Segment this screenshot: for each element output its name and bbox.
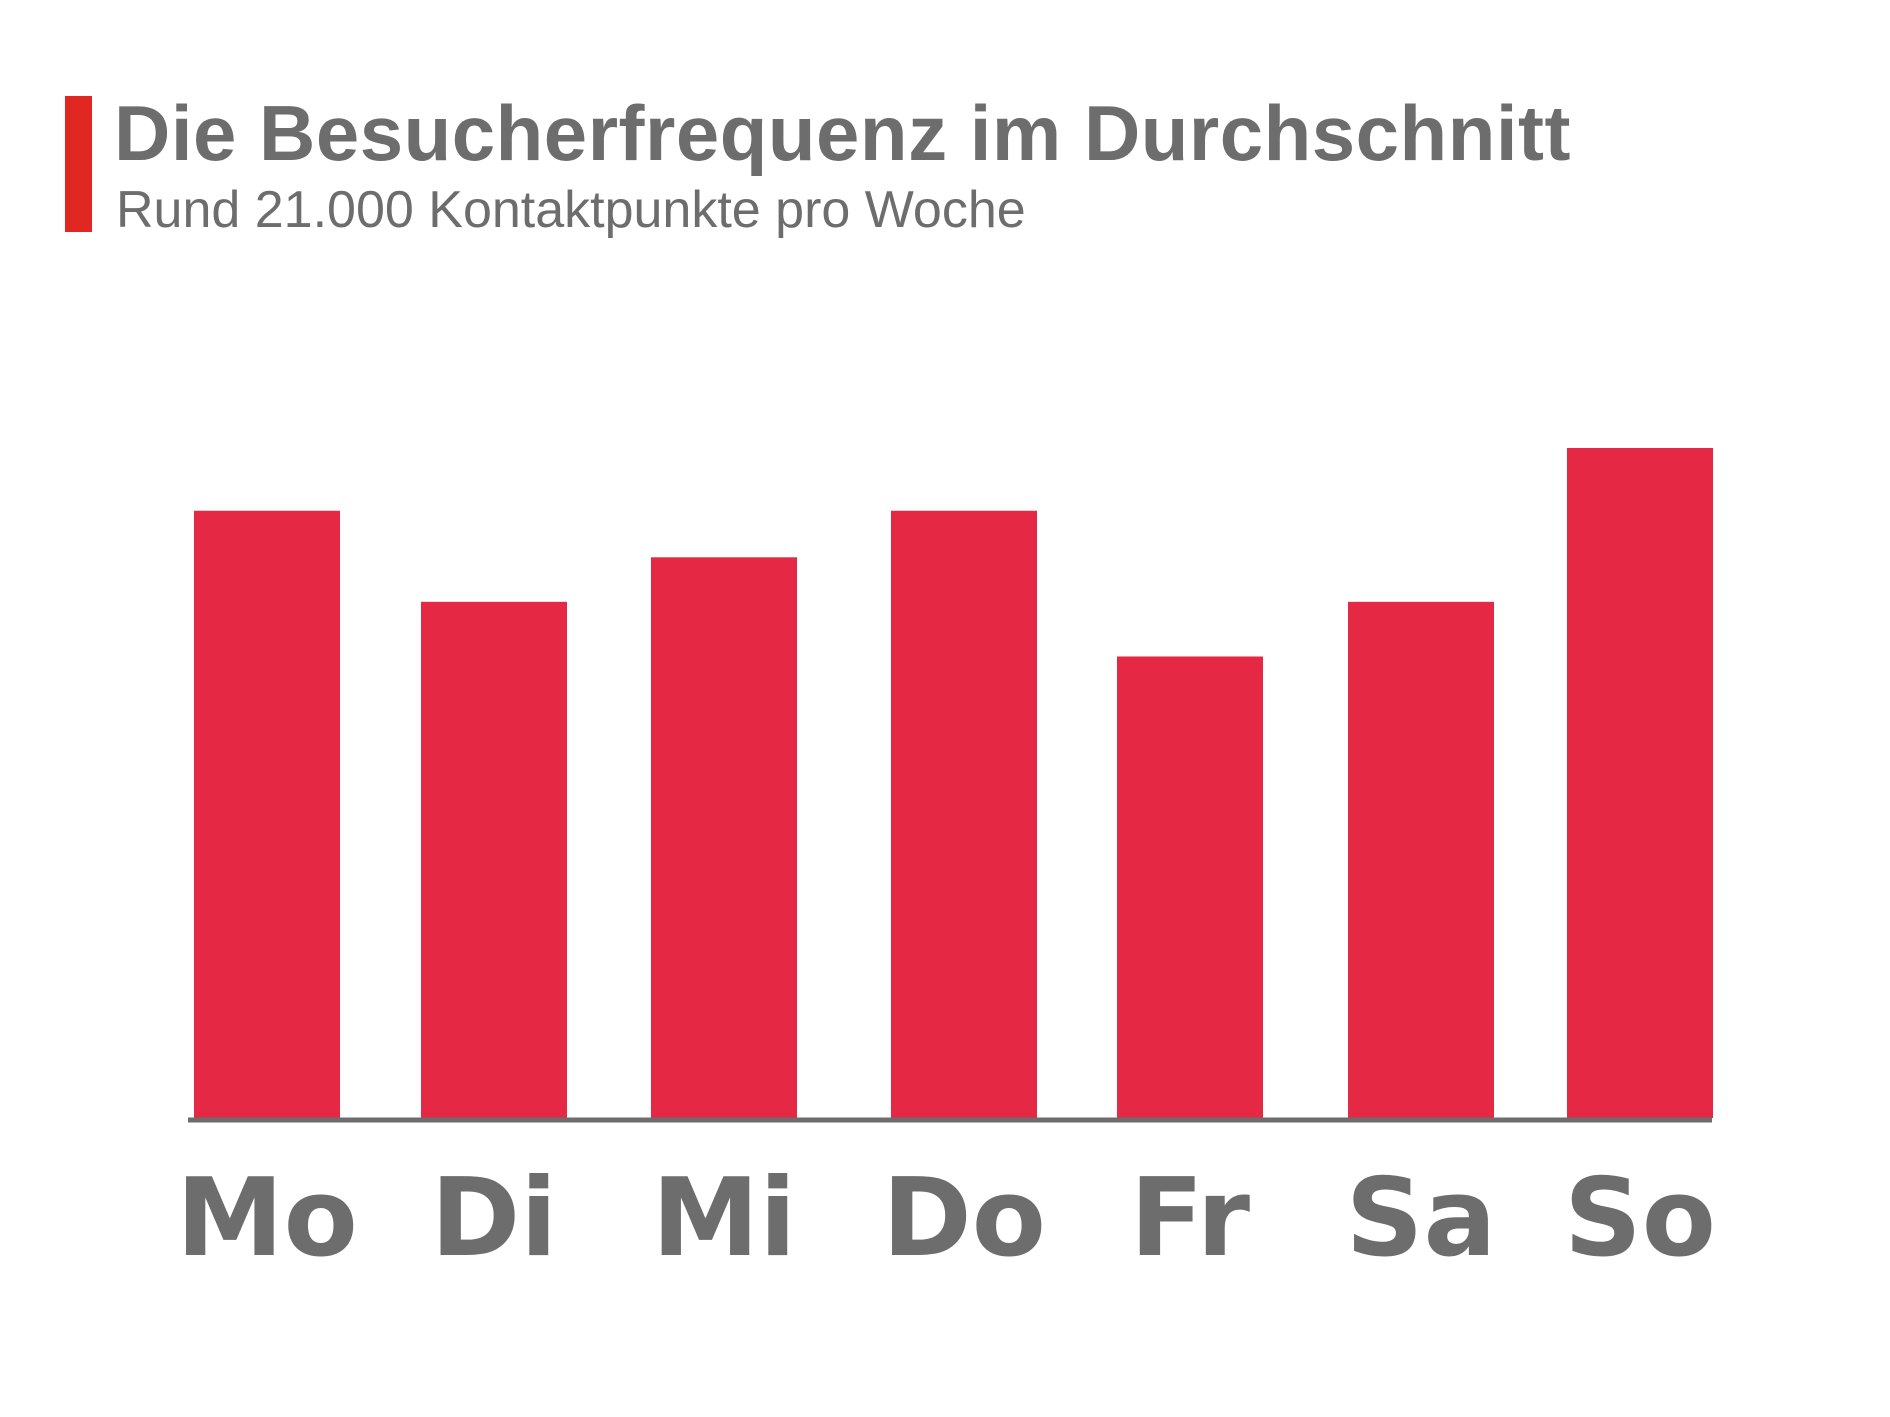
chart-subtitle: Rund 21.000 Kontaktpunkte pro Woche [116,181,1026,239]
chart-title: Die Besucherfrequenz im Durchschnitt [114,89,1571,177]
x-tick-label-so: So [1564,1156,1716,1281]
x-tick-label-mi: Mi [652,1156,797,1281]
bar-sa [1348,601,1494,1118]
bar-di [421,601,567,1118]
bar-fr [1117,656,1263,1118]
bar-so [1567,448,1713,1118]
bars-group [194,448,1713,1118]
x-tick-labels: Mo Di Mi Do Fr Sa So [176,1156,1716,1281]
bar-do [891,510,1037,1118]
bar-mi [651,557,797,1118]
x-tick-label-fr: Fr [1130,1156,1250,1281]
bar-mo [194,510,340,1118]
x-tick-label-di: Di [431,1156,558,1281]
title-accent-bar [65,96,92,232]
x-tick-label-do: Do [882,1156,1046,1281]
x-tick-label-sa: Sa [1346,1156,1497,1281]
x-tick-label-mo: Mo [176,1156,358,1281]
